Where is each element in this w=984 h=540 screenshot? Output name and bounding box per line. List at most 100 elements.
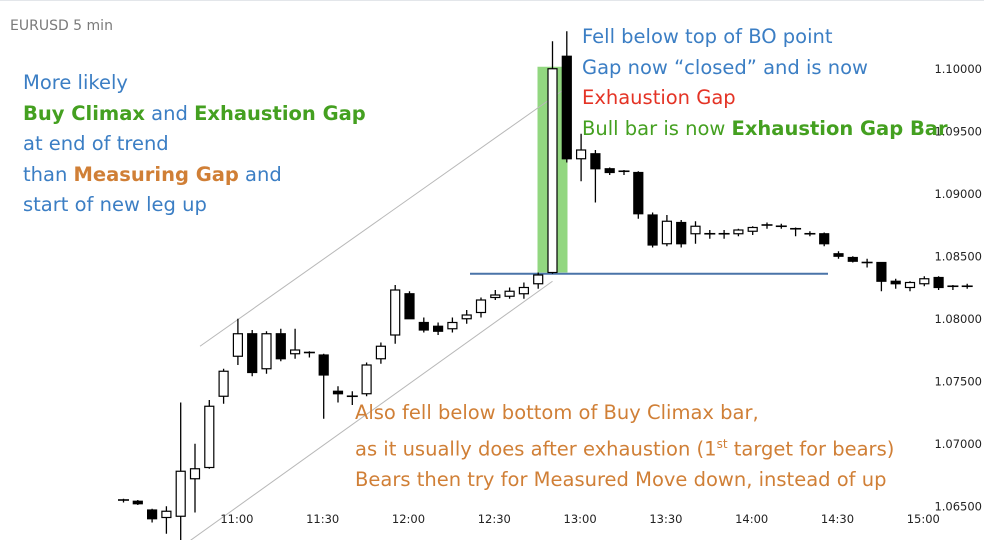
candle-16 bbox=[346, 391, 358, 405]
x-tick-label: 12:30 bbox=[478, 512, 511, 526]
channel-lines bbox=[190, 87, 568, 540]
candle-32 bbox=[575, 133, 587, 182]
candle-0 bbox=[118, 498, 129, 503]
annotation-bottom-line-1: Also fell below bottom of Buy Climax bar… bbox=[355, 401, 759, 424]
y-tick-label: 1.07500 bbox=[934, 374, 982, 388]
candle-body-bear bbox=[833, 253, 844, 257]
candle-23 bbox=[447, 317, 458, 333]
candle-22 bbox=[433, 322, 444, 335]
candle-body-bull bbox=[747, 226, 758, 232]
annotation-bottom: Also fell below bottom of Buy Climax bar… bbox=[355, 398, 894, 495]
candle-body-bear bbox=[676, 221, 687, 245]
x-tick-label: 15:00 bbox=[907, 512, 940, 526]
candle-55 bbox=[904, 281, 916, 292]
candle-28 bbox=[518, 282, 530, 299]
annotation-left-and2-text: and bbox=[238, 162, 282, 186]
candle-body-bear bbox=[247, 333, 258, 374]
annotation-left-line-2: Buy Climax and Exhaustion Gap bbox=[23, 99, 366, 130]
candles bbox=[118, 31, 973, 540]
annotation-bottom-sup: st bbox=[716, 436, 728, 451]
candle-59 bbox=[961, 283, 973, 289]
candle-51 bbox=[847, 256, 858, 263]
buy-climax-text: Buy Climax bbox=[23, 101, 145, 125]
annotation-bottom-line-2a: as it usually does after exhaustion (1 bbox=[355, 437, 717, 460]
candle-body-bear bbox=[890, 280, 901, 285]
annotation-left: More likely Buy Climax and Exhaustion Ga… bbox=[23, 68, 366, 221]
candle-14 bbox=[318, 353, 329, 419]
candle-52 bbox=[861, 258, 873, 268]
candle-37 bbox=[647, 212, 658, 248]
candle-18 bbox=[375, 342, 386, 364]
candle-53 bbox=[876, 261, 887, 292]
candle-body-bear bbox=[933, 276, 944, 289]
measuring-gap-text: Measuring Gap bbox=[73, 162, 239, 186]
x-tick-label: 11:30 bbox=[306, 512, 339, 526]
candle-29 bbox=[533, 272, 544, 289]
annotation-left-and-text: and bbox=[144, 101, 195, 125]
annotation-left-line-1: More likely bbox=[23, 71, 128, 94]
exhaustion-gap-bar-text: Exhaustion Gap Bar bbox=[731, 116, 948, 140]
y-tick-label: 1.10000 bbox=[934, 62, 982, 76]
candle-49 bbox=[819, 232, 830, 247]
y-tick-label: 1.08000 bbox=[934, 312, 982, 326]
candle-body-bull bbox=[204, 405, 215, 469]
y-tick-label: 1.08500 bbox=[934, 249, 982, 263]
candle-44 bbox=[747, 226, 758, 235]
candle-46 bbox=[775, 223, 787, 229]
candle-58 bbox=[947, 285, 959, 290]
chart-symbol-label: EURUSD 5 min bbox=[10, 18, 113, 34]
candle-body-bear bbox=[633, 171, 644, 215]
candle-body-bull bbox=[189, 468, 201, 480]
candle-body-bull bbox=[490, 294, 501, 299]
candle-body-bull bbox=[361, 364, 372, 395]
y-tick-label: 1.07000 bbox=[934, 437, 982, 451]
annotation-right-line-3: Exhaustion Gap bbox=[582, 86, 736, 109]
candle-body-bear bbox=[847, 256, 858, 262]
annotation-left-line-5: start of new leg up bbox=[23, 193, 207, 216]
candle-body-bull bbox=[232, 333, 243, 357]
candle-body-bull bbox=[533, 274, 544, 285]
candle-body-bull bbox=[375, 345, 386, 360]
candle-body-bull bbox=[904, 281, 916, 289]
candle-10 bbox=[261, 331, 272, 374]
candle-35 bbox=[618, 170, 630, 175]
annotation-bottom-line-3: Bears then try for Measured Move down, i… bbox=[355, 467, 887, 491]
exhaustion-gap-text: Exhaustion Gap bbox=[194, 101, 366, 125]
candle-20 bbox=[404, 291, 415, 320]
candle-56 bbox=[919, 276, 930, 287]
candle-24 bbox=[461, 310, 472, 324]
top-border bbox=[0, 0, 984, 1]
candle-41 bbox=[704, 230, 716, 239]
candle-13 bbox=[303, 351, 315, 358]
x-tick-label: 11:00 bbox=[220, 512, 253, 526]
y-tick-label: 1.09500 bbox=[934, 124, 982, 138]
candle-body-bear bbox=[147, 509, 158, 520]
candle-47 bbox=[790, 227, 802, 237]
candle-body-bull bbox=[461, 314, 472, 320]
candle-body-bear bbox=[318, 354, 329, 376]
candle-body-bear bbox=[275, 333, 286, 360]
candle-4 bbox=[175, 402, 186, 540]
annotation-right: Fell below top of BO point Gap now “clos… bbox=[582, 22, 948, 144]
candle-body-bull bbox=[475, 299, 487, 314]
candle-9 bbox=[247, 330, 258, 377]
candle-54 bbox=[890, 278, 901, 289]
candle-body-bull bbox=[390, 289, 401, 336]
candle-body-bull bbox=[504, 290, 515, 297]
candle-body-bear bbox=[561, 55, 572, 160]
candle-31 bbox=[561, 31, 572, 163]
candle-42 bbox=[718, 230, 730, 239]
x-tick-label: 14:30 bbox=[821, 512, 854, 526]
x-tick-label: 12:00 bbox=[392, 512, 425, 526]
candle-body-bear bbox=[876, 261, 887, 282]
annotation-left-line-4: than Measuring Gap and bbox=[23, 160, 366, 191]
candle-body-bear bbox=[404, 293, 415, 320]
candle-6 bbox=[204, 400, 215, 469]
candle-48 bbox=[804, 231, 816, 237]
candle-21 bbox=[418, 317, 429, 333]
candle-50 bbox=[833, 251, 844, 259]
candle-body-bear bbox=[132, 500, 143, 505]
annotation-left-than-text: than bbox=[23, 162, 74, 186]
candle-body-bull bbox=[661, 220, 673, 245]
